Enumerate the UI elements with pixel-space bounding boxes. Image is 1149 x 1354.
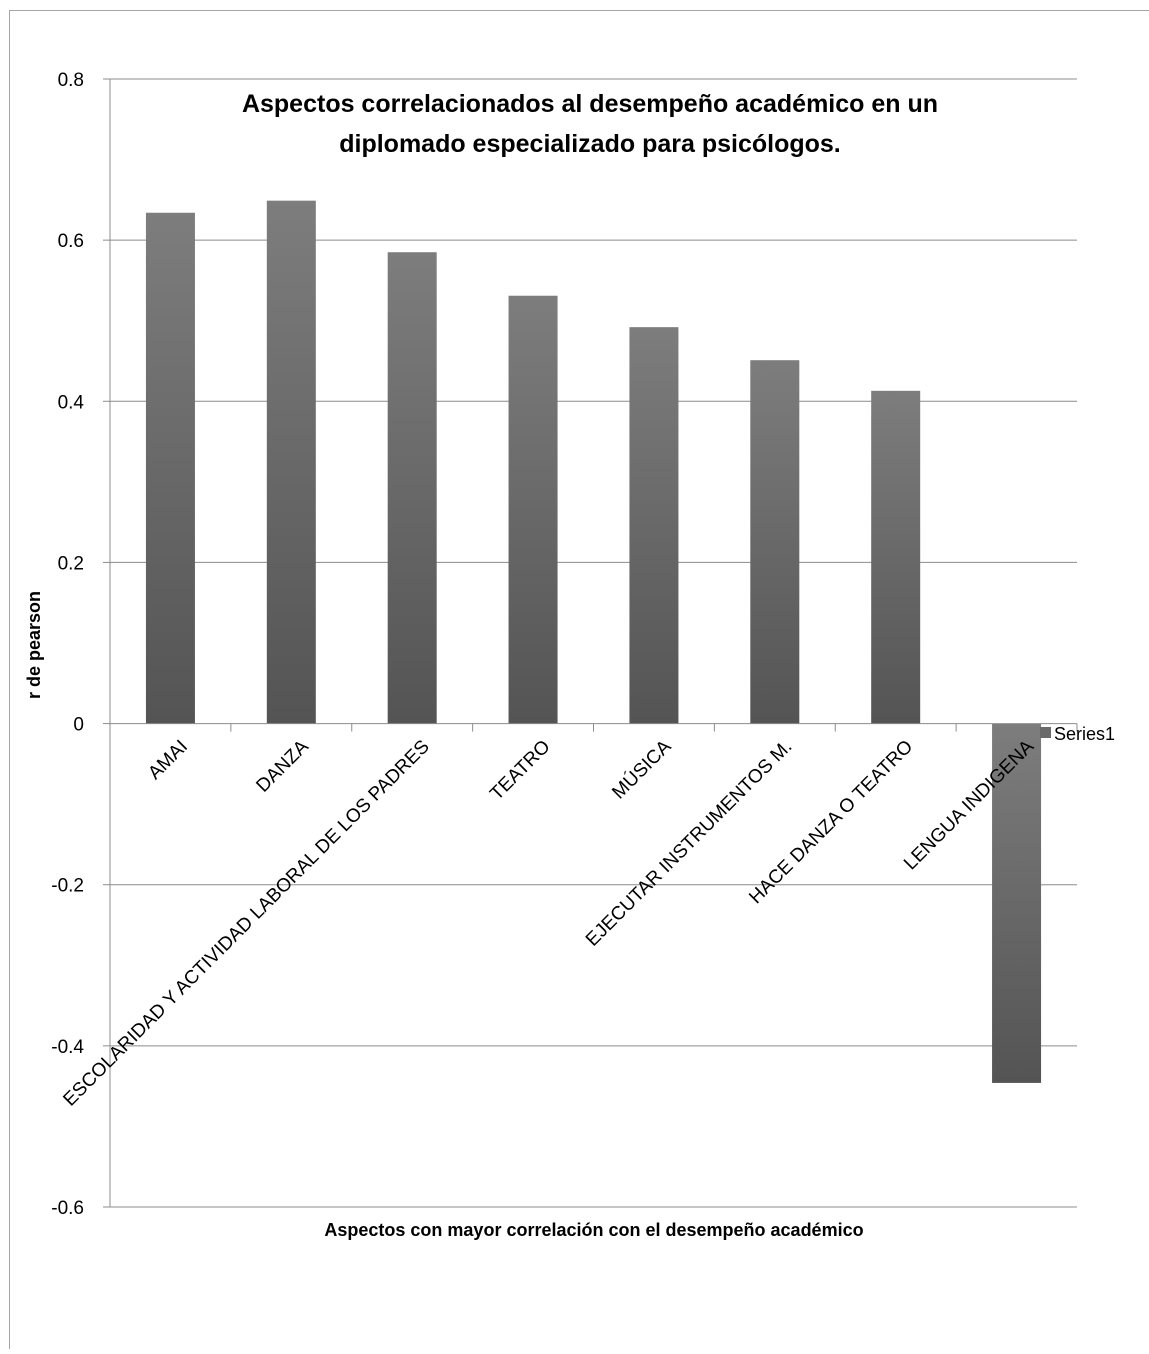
chart-title-line-2: diplomado especializado para psicólogos. [339, 130, 841, 158]
x-tick-label: DANZA [252, 736, 313, 797]
bar [509, 296, 558, 724]
y-tick-label: 0.4 [58, 392, 85, 413]
bars [146, 201, 1041, 1083]
bar [629, 327, 678, 723]
gridlines [110, 79, 1077, 1207]
legend: Series1 [1040, 724, 1115, 744]
bar [388, 252, 437, 723]
axes [103, 79, 1077, 1207]
x-tick-label: AMAI [144, 736, 192, 784]
bar [267, 201, 316, 724]
x-tick-label: MÚSICA [608, 735, 676, 803]
legend-label: Series1 [1054, 724, 1115, 744]
y-tick-label: 0.6 [58, 231, 84, 252]
x-tick-label: ESCOLARIDAD Y ACTIVIDAD LABORAL DE LOS P… [59, 736, 433, 1110]
x-axis-label: Aspectos con mayor correlación con el de… [324, 1220, 863, 1240]
y-tick-labels: -0.6 -0.4 -0.2 0 0.2 0.4 0.6 0.8 [51, 70, 84, 1219]
legend-swatch [1040, 727, 1051, 738]
bar [871, 391, 920, 724]
y-tick-label: -0.6 [51, 1198, 84, 1219]
y-tick-label: 0.2 [58, 553, 84, 574]
y-tick-label: 0.8 [58, 70, 84, 91]
y-axis-label: r de pearson [24, 591, 44, 699]
x-tick-label: EJECUTAR INSTRUMENTOS M. [582, 736, 796, 950]
x-tick-label: TEATRO [486, 736, 554, 804]
y-tick-label: 0 [73, 715, 84, 736]
y-tick-label: -0.2 [51, 876, 84, 897]
chart-title-line-1: Aspectos correlacionados al desempeño ac… [242, 90, 938, 118]
bar [146, 213, 195, 724]
y-tick-label: -0.4 [51, 1037, 84, 1058]
bar [750, 360, 799, 723]
